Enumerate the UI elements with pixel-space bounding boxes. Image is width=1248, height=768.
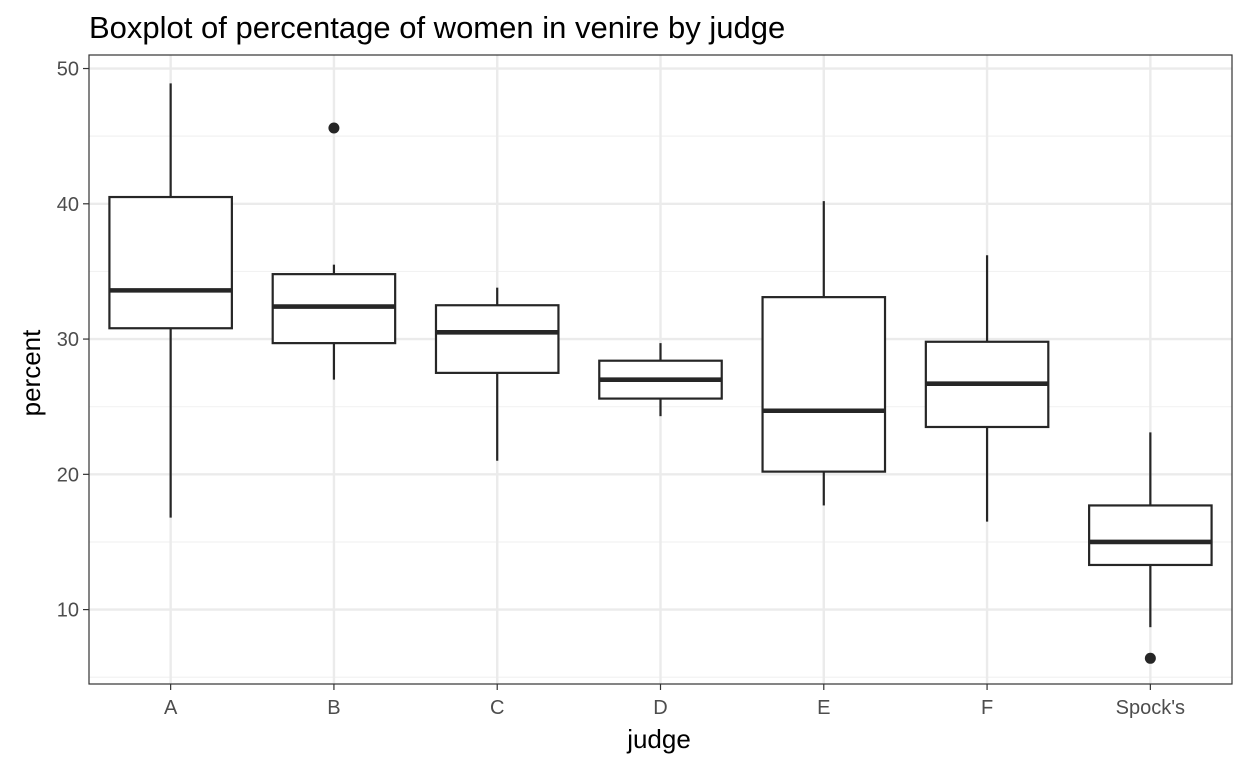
plot-area: 10 20 30 40 50 A B C D E F Spock's — [57, 54, 1233, 719]
y-tick-label: 40 — [57, 194, 79, 216]
x-tick-label: D — [653, 697, 667, 719]
box-c-iqr-box — [434, 304, 560, 374]
box-a-iqr-box — [108, 195, 233, 330]
y-tick-label: 30 — [57, 329, 79, 351]
x-tick-label: F — [981, 697, 993, 719]
y-axis-title: percent — [16, 329, 46, 416]
y-tick-label: 50 — [57, 59, 79, 81]
x-axis-title: judge — [626, 724, 691, 754]
box-b-outlier-point — [328, 122, 340, 134]
x-tick-label: B — [327, 697, 340, 719]
x-tick-label: Spock's — [1116, 697, 1185, 719]
box-e-iqr-box — [761, 296, 887, 473]
y-tick-label: 20 — [57, 464, 79, 486]
chart-title: Boxplot of percentage of women in venire… — [89, 10, 785, 45]
x-tick-label: A — [164, 697, 178, 719]
x-tick-label: C — [490, 697, 504, 719]
box-spocks-iqr-box — [1088, 504, 1213, 567]
y-tick-label: 10 — [57, 600, 79, 622]
box-spocks-outlier-point — [1144, 652, 1156, 664]
x-tick-label: E — [817, 697, 830, 719]
